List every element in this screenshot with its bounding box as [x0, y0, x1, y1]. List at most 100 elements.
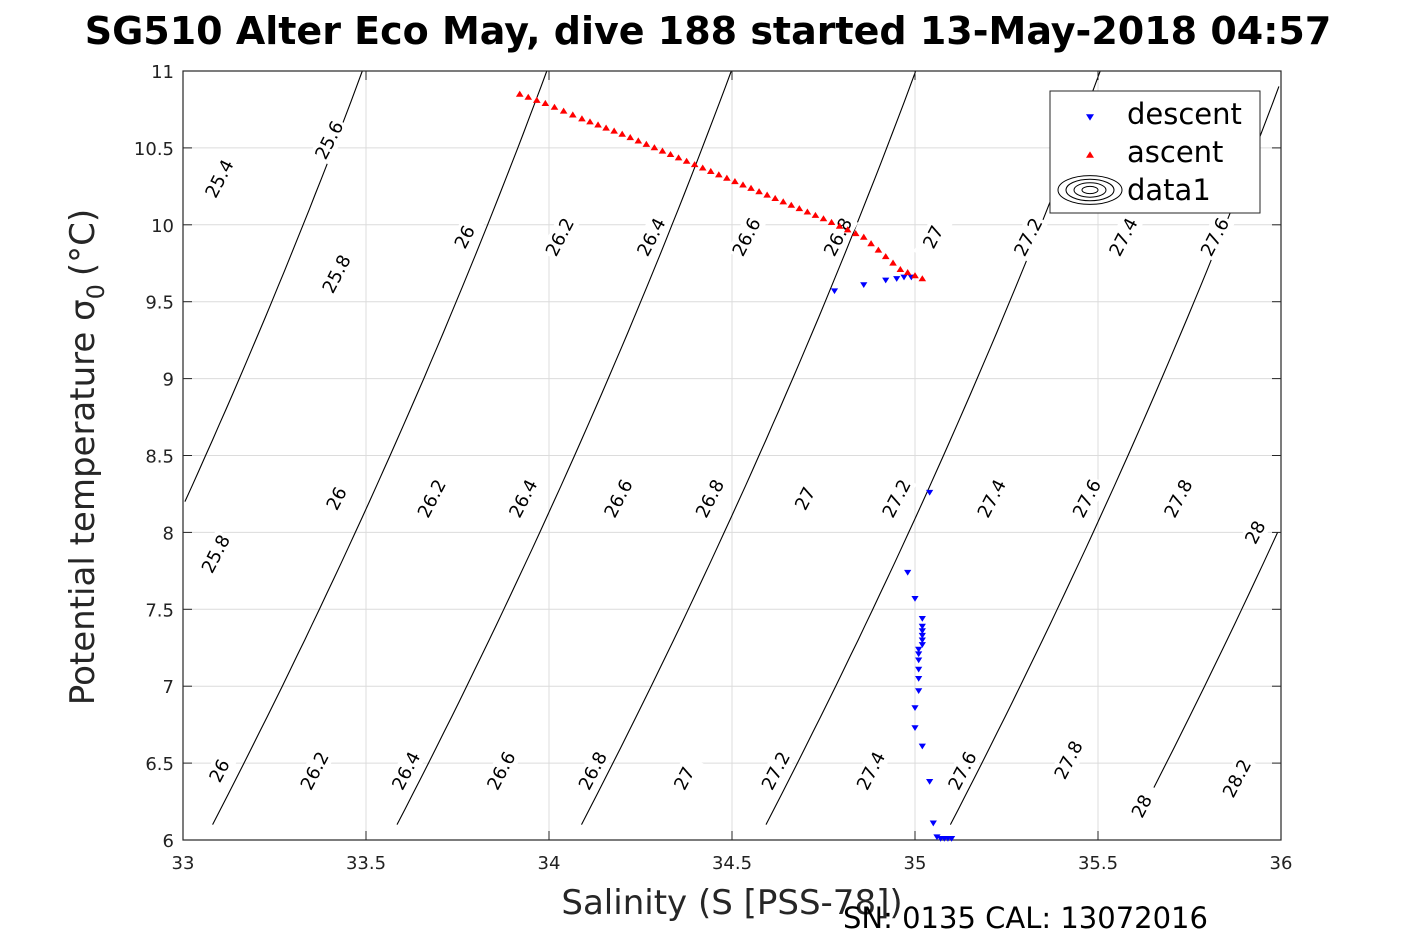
- isopycnal-line: [396, 70, 732, 825]
- contour-label-bg: [411, 473, 452, 524]
- y-axis-label: Potential temperature σ0 (°C): [63, 209, 110, 705]
- contour-label-bg: [294, 746, 335, 796]
- ascent-point: [896, 265, 905, 273]
- descent-point: [918, 637, 926, 644]
- contour-label-bg: [913, 212, 954, 262]
- contour-label-bg: [444, 212, 485, 262]
- y-tick-label: 11: [151, 62, 174, 83]
- contour-label-bg: [598, 473, 639, 524]
- ascent-point: [835, 222, 844, 229]
- x-tick-label: 33.5: [346, 853, 386, 874]
- contour-label-bg: [540, 212, 580, 262]
- descent-point: [918, 616, 926, 622]
- x-tick-label: 35: [904, 853, 927, 874]
- ascent-series: [515, 90, 927, 282]
- descent-point: [915, 688, 923, 695]
- ascent-point: [690, 161, 699, 168]
- x-axis-ticks: 33 33.5 34 34.5 35 35.5 36: [172, 71, 1293, 874]
- contour-label: 27.4: [1105, 215, 1142, 260]
- y-axis-ticks: 6 6.5 7 7.5 8 8.5 9 9.5 10 10.5 11: [134, 62, 1281, 852]
- ascent-point: [524, 93, 533, 100]
- ascent-point: [650, 144, 659, 151]
- ascent-point: [881, 253, 890, 260]
- legend-ascent-marker: [1086, 151, 1094, 158]
- contour-label-bg: [1235, 507, 1276, 557]
- contour-label-bg: [756, 746, 796, 796]
- contour-label: 26.4: [388, 748, 425, 793]
- ascent-point: [586, 118, 594, 125]
- descent-point: [926, 489, 934, 496]
- ascent-point: [698, 164, 707, 171]
- isopycnal-line: [1134, 532, 1279, 825]
- ascent-point: [658, 147, 667, 154]
- ascent-point: [851, 229, 860, 237]
- contour-label-bg: [196, 529, 236, 579]
- ascent-point: [723, 174, 731, 181]
- y-tick-label: 10.5: [134, 139, 174, 160]
- ascent-point: [859, 233, 868, 240]
- ascent-point: [747, 184, 755, 191]
- contour-label-bg: [503, 473, 544, 524]
- ascent-point: [666, 150, 675, 158]
- contour-label: 26.8: [575, 748, 612, 793]
- ascent-point: [911, 272, 919, 279]
- x-tick-label: 34.5: [712, 853, 752, 874]
- legend-contour-icon: [1081, 185, 1099, 195]
- legend-label: descent: [1127, 97, 1242, 131]
- contour-label-bg: [876, 473, 917, 524]
- legend-contour-icon: [1057, 175, 1123, 205]
- descent-point: [830, 288, 839, 295]
- ascent-point: [682, 157, 691, 164]
- contour-label-bg: [316, 249, 357, 299]
- y-tick-label: 10: [151, 216, 174, 237]
- ascent-point: [755, 188, 763, 195]
- descent-point: [911, 725, 919, 731]
- descent-point: [918, 743, 926, 750]
- contour-label-bg: [726, 212, 767, 262]
- ascent-point: [918, 275, 927, 282]
- contour-label-bg: [942, 746, 983, 796]
- ascent-point: [550, 103, 559, 110]
- descent-point: [882, 277, 890, 284]
- chart-title: SG510 Alter Eco May, dive 188 started 13…: [85, 9, 1332, 53]
- y-tick-label: 9.5: [145, 293, 174, 314]
- ascent-point: [763, 191, 771, 198]
- contour-label: 26.2: [297, 748, 334, 793]
- ascent-point: [602, 124, 610, 131]
- contour-label-bg: [309, 115, 350, 165]
- x-tick-label: 33: [172, 853, 195, 874]
- isopycnal-line: [212, 70, 548, 825]
- contour-label-bg: [851, 746, 891, 796]
- ascent-point: [771, 194, 779, 202]
- contour-label: 27.2: [758, 748, 795, 793]
- ascent-point: [515, 90, 524, 97]
- ascent-point: [889, 259, 897, 266]
- x-tick-label: 34: [538, 853, 561, 874]
- contour-label-bg: [1158, 473, 1199, 524]
- ascent-point: [779, 198, 788, 205]
- descent-point: [918, 628, 926, 635]
- contour-label-bg: [631, 212, 672, 262]
- ascent-point: [811, 211, 820, 218]
- descent-point: [918, 623, 926, 630]
- y-tick-label: 9: [163, 370, 174, 391]
- ascent-point: [541, 99, 550, 106]
- legend: descent ascent data1: [1049, 90, 1261, 214]
- contour-label: 27.2: [879, 476, 916, 521]
- ascent-point: [739, 181, 747, 188]
- contour-label: 26.6: [483, 748, 520, 793]
- ascent-point: [795, 205, 804, 212]
- x-tick-label: 36: [1270, 853, 1293, 874]
- descent-point: [933, 834, 941, 841]
- ascent-point: [706, 167, 715, 174]
- ascent-point: [618, 130, 626, 137]
- contour-label-bg: [573, 746, 613, 796]
- contour-label-bg: [818, 212, 859, 262]
- ascent-point: [803, 208, 812, 215]
- ascent-point: [867, 240, 875, 247]
- contour-label: 26.8: [692, 476, 729, 521]
- contour-label-bg: [1008, 212, 1049, 262]
- contour-label: 26.6: [600, 476, 637, 521]
- descent-point: [893, 276, 901, 282]
- ascent-point: [715, 171, 723, 178]
